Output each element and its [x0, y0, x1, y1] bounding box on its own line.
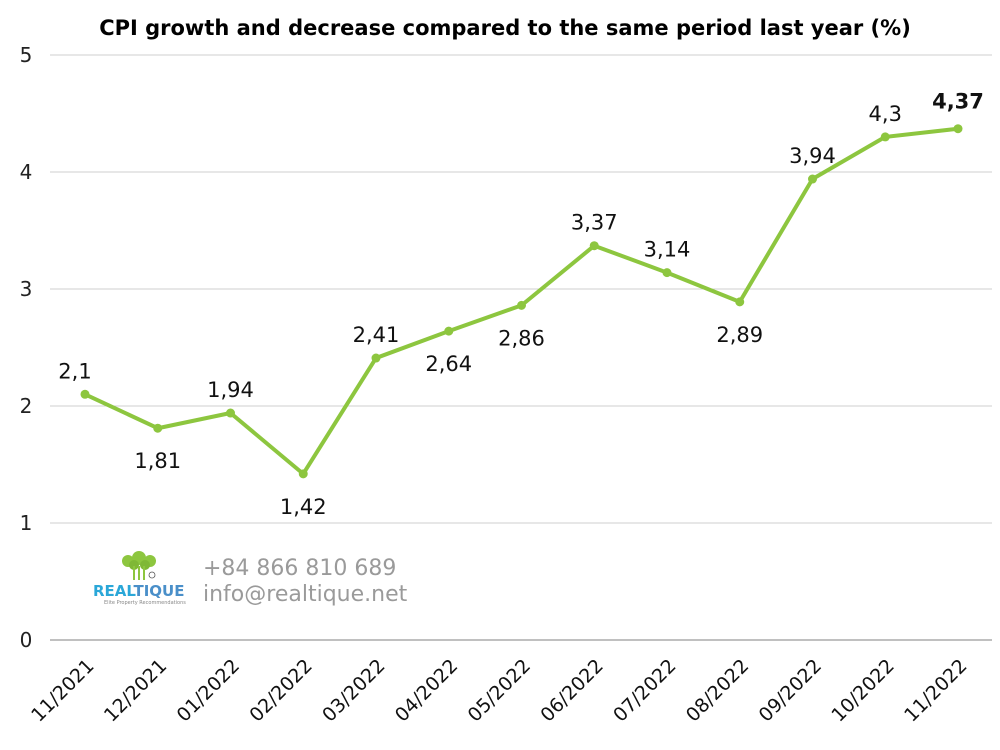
- data-point: [226, 408, 235, 418]
- y-tick-label: 5: [20, 43, 33, 67]
- x-axis-ticks: 11/2021 12/2021 01/2022 02/2022 03/2022 04/20…: [27, 655, 971, 726]
- data-label: 1,42: [280, 495, 327, 519]
- x-tick-label: 04/2022: [391, 655, 462, 726]
- x-tick-label: 01/2022: [173, 655, 244, 726]
- tree-logo-icon: [122, 551, 156, 580]
- data-point: [589, 241, 599, 251]
- x-tick-label: 09/2022: [755, 655, 826, 726]
- data-point: [735, 297, 745, 307]
- data-point: [880, 132, 890, 142]
- x-tick-label: 05/2022: [464, 655, 535, 726]
- data-point: [80, 389, 90, 399]
- data-label: 2,89: [716, 323, 763, 347]
- realtique-watermark: REALTIQUE Elite Property Recommendations…: [93, 551, 408, 607]
- data-label: 1,94: [207, 378, 254, 402]
- brand-tagline: Elite Property Recommendations: [104, 600, 186, 606]
- series-layer: [80, 124, 963, 479]
- x-tick-label: 06/2022: [536, 655, 607, 726]
- x-tick-label: 10/2022: [827, 655, 898, 726]
- x-tick-label: 07/2022: [609, 655, 680, 726]
- x-tick-label: 03/2022: [318, 655, 389, 726]
- chart-title: CPI growth and decrease compared to the …: [99, 16, 911, 40]
- x-tick-label: 02/2022: [245, 655, 316, 726]
- y-axis-ticks: 0 1 2 3 4 5: [20, 43, 33, 652]
- data-label: 3,94: [789, 144, 836, 168]
- data-labels: 2,1 1,81 1,94 1,42 2,41 2,64 2,86 3,37 3,14 2,89 3…: [58, 90, 984, 519]
- brand-name: REALTIQUE: [93, 582, 184, 600]
- data-point: [371, 353, 381, 363]
- gridlines: [50, 54, 992, 641]
- y-tick-label: 0: [20, 628, 33, 652]
- x-tick-label: 08/2022: [682, 655, 753, 726]
- data-label: 4,37: [932, 90, 984, 114]
- data-point: [808, 174, 817, 184]
- y-tick-label: 3: [20, 277, 33, 301]
- brand-name-tique: TIQUE: [133, 582, 184, 600]
- data-point: [444, 326, 454, 336]
- y-tick-label: 2: [20, 394, 33, 418]
- x-tick-label: 12/2021: [100, 655, 171, 726]
- data-label: 3,14: [644, 238, 691, 262]
- x-tick-label: 11/2022: [900, 655, 971, 726]
- data-label: 2,1: [58, 359, 91, 383]
- data-label: 2,64: [425, 352, 472, 376]
- data-label: 4,3: [869, 102, 902, 126]
- data-label: 1,81: [134, 449, 181, 473]
- contact-phone: +84 866 810 689: [203, 556, 396, 581]
- contact-email: info@realtique.net: [203, 582, 408, 607]
- y-tick-label: 4: [20, 160, 33, 184]
- data-point: [298, 469, 308, 479]
- y-tick-label: 1: [20, 511, 33, 535]
- data-label: 2,41: [353, 323, 400, 347]
- data-label: 3,37: [571, 211, 618, 235]
- data-point: [153, 423, 163, 433]
- data-point: [662, 268, 672, 278]
- data-label: 2,86: [498, 326, 545, 350]
- data-point: [953, 124, 963, 134]
- x-tick-label: 11/2021: [27, 655, 98, 726]
- brand-name-real: REAL: [93, 582, 136, 600]
- data-point: [517, 300, 526, 310]
